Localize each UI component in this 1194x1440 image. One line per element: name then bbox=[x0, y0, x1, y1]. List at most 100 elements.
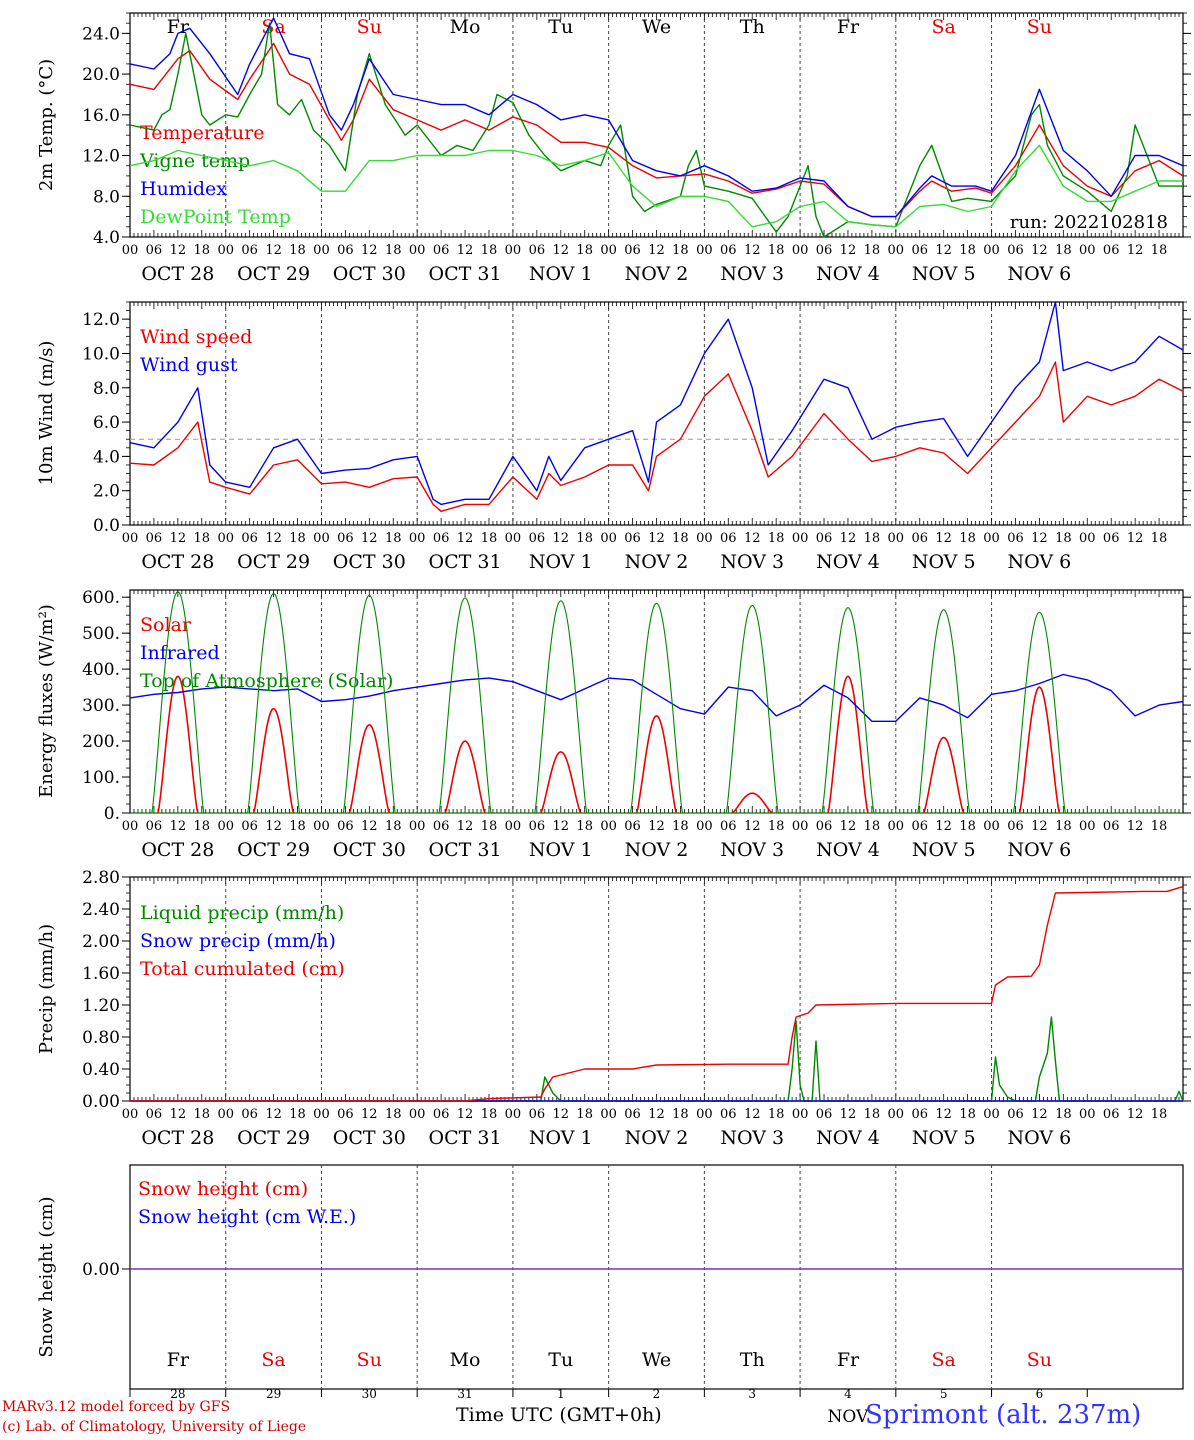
toa-solar-line bbox=[342, 594, 396, 814]
hour-tick-label: 12 bbox=[1031, 819, 1048, 834]
hour-tick-label: 12 bbox=[552, 819, 569, 834]
hour-tick-label: 06 bbox=[816, 819, 833, 834]
hour-tick-label: 06 bbox=[911, 819, 928, 834]
hour-tick-label: 06 bbox=[720, 1107, 737, 1122]
hour-tick-label: 12 bbox=[840, 531, 857, 546]
hour-tick-label: 06 bbox=[433, 819, 450, 834]
y-tick-label: 20.0 bbox=[82, 65, 120, 85]
hour-tick-label: 06 bbox=[1007, 531, 1024, 546]
date-label: OCT 29 bbox=[237, 1127, 310, 1149]
time-axis-label: Time UTC (GMT+0h) bbox=[456, 1404, 662, 1426]
hour-tick-label: 18 bbox=[768, 243, 785, 258]
hour-tick-label: 00 bbox=[600, 1107, 617, 1122]
day-name-label: We bbox=[642, 16, 671, 38]
hour-tick-label: 06 bbox=[337, 1107, 354, 1122]
y-tick-label: 2.40 bbox=[82, 900, 120, 920]
hour-tick-label: 18 bbox=[1151, 819, 1168, 834]
y-tick-label: 0.00 bbox=[82, 1260, 120, 1280]
date-label: OCT 31 bbox=[429, 263, 502, 285]
hour-tick-label: 18 bbox=[289, 243, 306, 258]
legend-entry: Snow height (cm W.E.) bbox=[138, 1206, 356, 1228]
hour-tick-label: 00 bbox=[409, 243, 426, 258]
y-axis-label: Precip (mm/h) bbox=[36, 924, 57, 1054]
hour-tick-label: 00 bbox=[313, 819, 330, 834]
hour-tick-label: 12 bbox=[935, 531, 952, 546]
date-label: NOV 1 bbox=[529, 1127, 593, 1149]
day-name-label: Fr bbox=[837, 16, 860, 38]
date-label: OCT 31 bbox=[429, 839, 502, 861]
date-label: NOV 3 bbox=[720, 839, 784, 861]
date-label: NOV 3 bbox=[720, 551, 784, 573]
hour-tick-label: 18 bbox=[289, 531, 306, 546]
day-name-label: Tu bbox=[548, 1349, 573, 1371]
legend-entry: Wind speed bbox=[140, 326, 252, 348]
legend-entry: Solar bbox=[140, 614, 192, 636]
day-number-label: 30 bbox=[362, 1387, 377, 1401]
solar-line bbox=[157, 675, 199, 814]
day-number-label: 2 bbox=[653, 1387, 661, 1401]
hour-tick-label: 12 bbox=[744, 1107, 761, 1122]
hour-tick-label: 12 bbox=[170, 531, 187, 546]
hour-tick-label: 06 bbox=[911, 1107, 928, 1122]
hour-tick-label: 00 bbox=[888, 243, 905, 258]
hour-tick-label: 18 bbox=[1055, 243, 1072, 258]
hour-tick-label: 18 bbox=[959, 1107, 976, 1122]
hour-tick-label: 06 bbox=[1007, 243, 1024, 258]
lab-credit: (c) Lab. of Climatology, University of L… bbox=[2, 1419, 307, 1435]
hour-tick-label: 12 bbox=[1127, 819, 1144, 834]
hour-tick-label: 12 bbox=[457, 531, 474, 546]
hour-tick-label: 18 bbox=[576, 1107, 593, 1122]
y-tick-label: 0.40 bbox=[82, 1060, 120, 1080]
legend-entry: Snow precip (mm/h) bbox=[140, 930, 336, 952]
day-name-label: Su bbox=[357, 16, 382, 38]
hour-tick-label: 06 bbox=[1103, 243, 1120, 258]
dewpoint-temp-line bbox=[129, 144, 1183, 228]
day-name-label: Fr bbox=[167, 16, 190, 38]
hour-tick-label: 00 bbox=[696, 243, 713, 258]
hour-tick-label: 06 bbox=[1103, 819, 1120, 834]
hour-tick-label: 12 bbox=[744, 243, 761, 258]
legend-entry: Wind gust bbox=[140, 354, 238, 376]
hour-tick-label: 12 bbox=[361, 531, 378, 546]
hour-tick-label: 06 bbox=[241, 819, 258, 834]
y-tick-label: 1.20 bbox=[82, 996, 120, 1016]
toa-solar-line bbox=[821, 607, 875, 814]
date-label: NOV 2 bbox=[625, 839, 689, 861]
date-label: OCT 31 bbox=[429, 1127, 502, 1149]
panel-frame-2 bbox=[129, 301, 1184, 526]
hour-tick-label: 00 bbox=[217, 243, 234, 258]
hour-tick-label: 12 bbox=[170, 1107, 187, 1122]
date-label: OCT 28 bbox=[141, 839, 214, 861]
date-label: OCT 30 bbox=[333, 839, 406, 861]
hour-tick-label: 18 bbox=[194, 1107, 211, 1122]
day-name-label: Su bbox=[1027, 16, 1052, 38]
hour-tick-label: 12 bbox=[170, 243, 187, 258]
hour-tick-label: 18 bbox=[864, 1107, 881, 1122]
hour-tick-label: 18 bbox=[1151, 243, 1168, 258]
y-tick-label: 8.0 bbox=[93, 379, 120, 399]
y-tick-label: 16.0 bbox=[82, 106, 120, 126]
hour-tick-label: 18 bbox=[385, 531, 402, 546]
hour-tick-label: 06 bbox=[624, 531, 641, 546]
hour-tick-label: 12 bbox=[1031, 243, 1048, 258]
hour-tick-label: 12 bbox=[648, 819, 665, 834]
y-tick-label: 2.00 bbox=[82, 932, 120, 952]
hour-tick-label: 00 bbox=[1079, 819, 1096, 834]
day-name-label: Sa bbox=[932, 16, 956, 38]
hour-tick-label: 00 bbox=[505, 1107, 522, 1122]
hour-tick-label: 18 bbox=[481, 531, 498, 546]
hour-tick-label: 12 bbox=[935, 1107, 952, 1122]
date-label: OCT 30 bbox=[333, 551, 406, 573]
date-label: NOV 2 bbox=[625, 263, 689, 285]
hour-tick-label: 06 bbox=[529, 819, 546, 834]
hour-tick-label: 12 bbox=[170, 819, 187, 834]
hour-tick-label: 12 bbox=[1031, 531, 1048, 546]
hour-tick-label: 12 bbox=[265, 531, 282, 546]
hour-tick-label: 18 bbox=[1055, 1107, 1072, 1122]
day-number-label: 28 bbox=[170, 1387, 185, 1401]
hour-tick-label: 18 bbox=[672, 1107, 689, 1122]
hour-tick-label: 00 bbox=[409, 531, 426, 546]
hour-tick-label: 06 bbox=[1007, 1107, 1024, 1122]
day-name-label: Th bbox=[740, 16, 765, 38]
